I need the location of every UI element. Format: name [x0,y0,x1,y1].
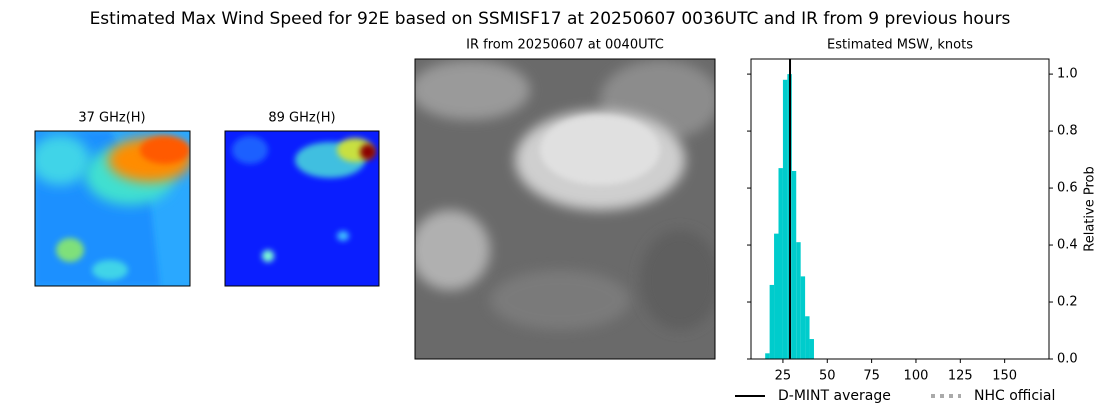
bar [805,316,810,359]
y-tick-label: 0.6 [1057,181,1078,196]
microwave-37-image [35,131,190,286]
y-tick-label: 0.0 [1057,352,1078,367]
panel-title: 37 GHz(H) [78,111,145,126]
x-tick-label: 125 [948,369,973,384]
x-tick-label: 150 [992,369,1017,384]
legend: D-MINT average NHC official [735,388,1055,404]
panel-title: IR from 20250607 at 0040UTC [466,38,664,53]
panel-title: 89 GHz(H) [268,111,335,126]
x-tick-label: 50 [819,369,836,384]
panel-frame [34,130,191,287]
microwave-89-image [225,131,379,286]
bar [765,353,770,359]
bar [796,242,801,359]
bar [769,284,775,359]
bar [774,233,779,359]
panel-frame [224,130,380,287]
y-tick-label: 0.2 [1057,295,1078,310]
legend-label: NHC official [974,388,1055,404]
bar [800,276,806,359]
bar [782,79,788,359]
y-tick-label: 1.0 [1057,67,1078,82]
histogram: 25 50 75 100 125 150 0.0 0.2 0.4 0.6 0.8 1.0 [747,59,1078,384]
figure-title: Estimated Max Wind Speed for 92E based o… [90,9,1011,29]
bar [778,168,783,359]
x-tick-label: 100 [904,369,929,384]
bar [809,339,814,359]
x-tick-label: 25 [775,369,792,384]
axes-frame [750,58,1050,360]
y-tick-label: 0.8 [1057,124,1078,139]
y-axis-label: Relative Prob [1083,166,1098,251]
panel-frame [414,58,716,360]
x-tick-label: 75 [863,369,880,384]
bar [791,170,797,359]
legend-label: D-MINT average [778,388,891,404]
ir-image [415,59,715,359]
y-tick-label: 0.4 [1057,238,1078,253]
chart-title: Estimated MSW, knots [827,38,973,53]
